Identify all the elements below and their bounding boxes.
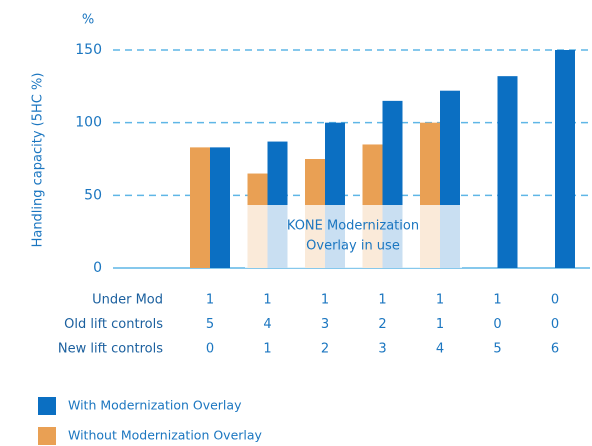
annotation: Overlay in use [306, 239, 400, 254]
bar [190, 147, 210, 268]
row-value: 1 [321, 293, 329, 308]
row-value: 1 [263, 342, 271, 357]
row-value: 0 [206, 342, 214, 357]
row-value: 2 [378, 317, 386, 332]
row-value: 2 [321, 342, 329, 357]
unit-label: % [82, 13, 94, 28]
row-value: 1 [378, 293, 386, 308]
legend-swatch [38, 427, 56, 445]
legend-swatch [38, 397, 56, 415]
row-value: 0 [493, 317, 501, 332]
bar [555, 50, 575, 268]
row-value: 6 [551, 342, 559, 357]
row-value: 1 [263, 293, 271, 308]
y-tick-label: 50 [84, 187, 102, 203]
row-value: 4 [436, 342, 444, 357]
row-value: 3 [378, 342, 386, 357]
row-value: 3 [321, 317, 329, 332]
row-label: Under Mod [92, 293, 163, 308]
row-value: 1 [493, 293, 501, 308]
row-value: 1 [206, 293, 214, 308]
annotation: KONE Modernization [287, 219, 419, 234]
row-value: 5 [493, 342, 501, 357]
y-tick-label: 100 [75, 115, 102, 131]
row-value: 5 [206, 317, 214, 332]
legend-label: Without Modernization Overlay [68, 428, 263, 443]
row-value: 1 [436, 317, 444, 332]
y-tick-label: 150 [75, 42, 102, 58]
bar [497, 76, 518, 268]
bar [210, 147, 230, 268]
row-label: New lift controls [58, 342, 163, 357]
overlay-box [245, 205, 462, 268]
row-value: 1 [436, 293, 444, 308]
y-axis-label: Handling capacity (5HC %) [31, 73, 46, 248]
row-label: Old lift controls [64, 317, 163, 332]
legend-label: With Modernization Overlay [68, 398, 242, 413]
y-tick-label: 0 [93, 260, 102, 276]
row-value: 4 [263, 317, 271, 332]
row-value: 0 [551, 293, 559, 308]
row-value: 0 [551, 317, 559, 332]
